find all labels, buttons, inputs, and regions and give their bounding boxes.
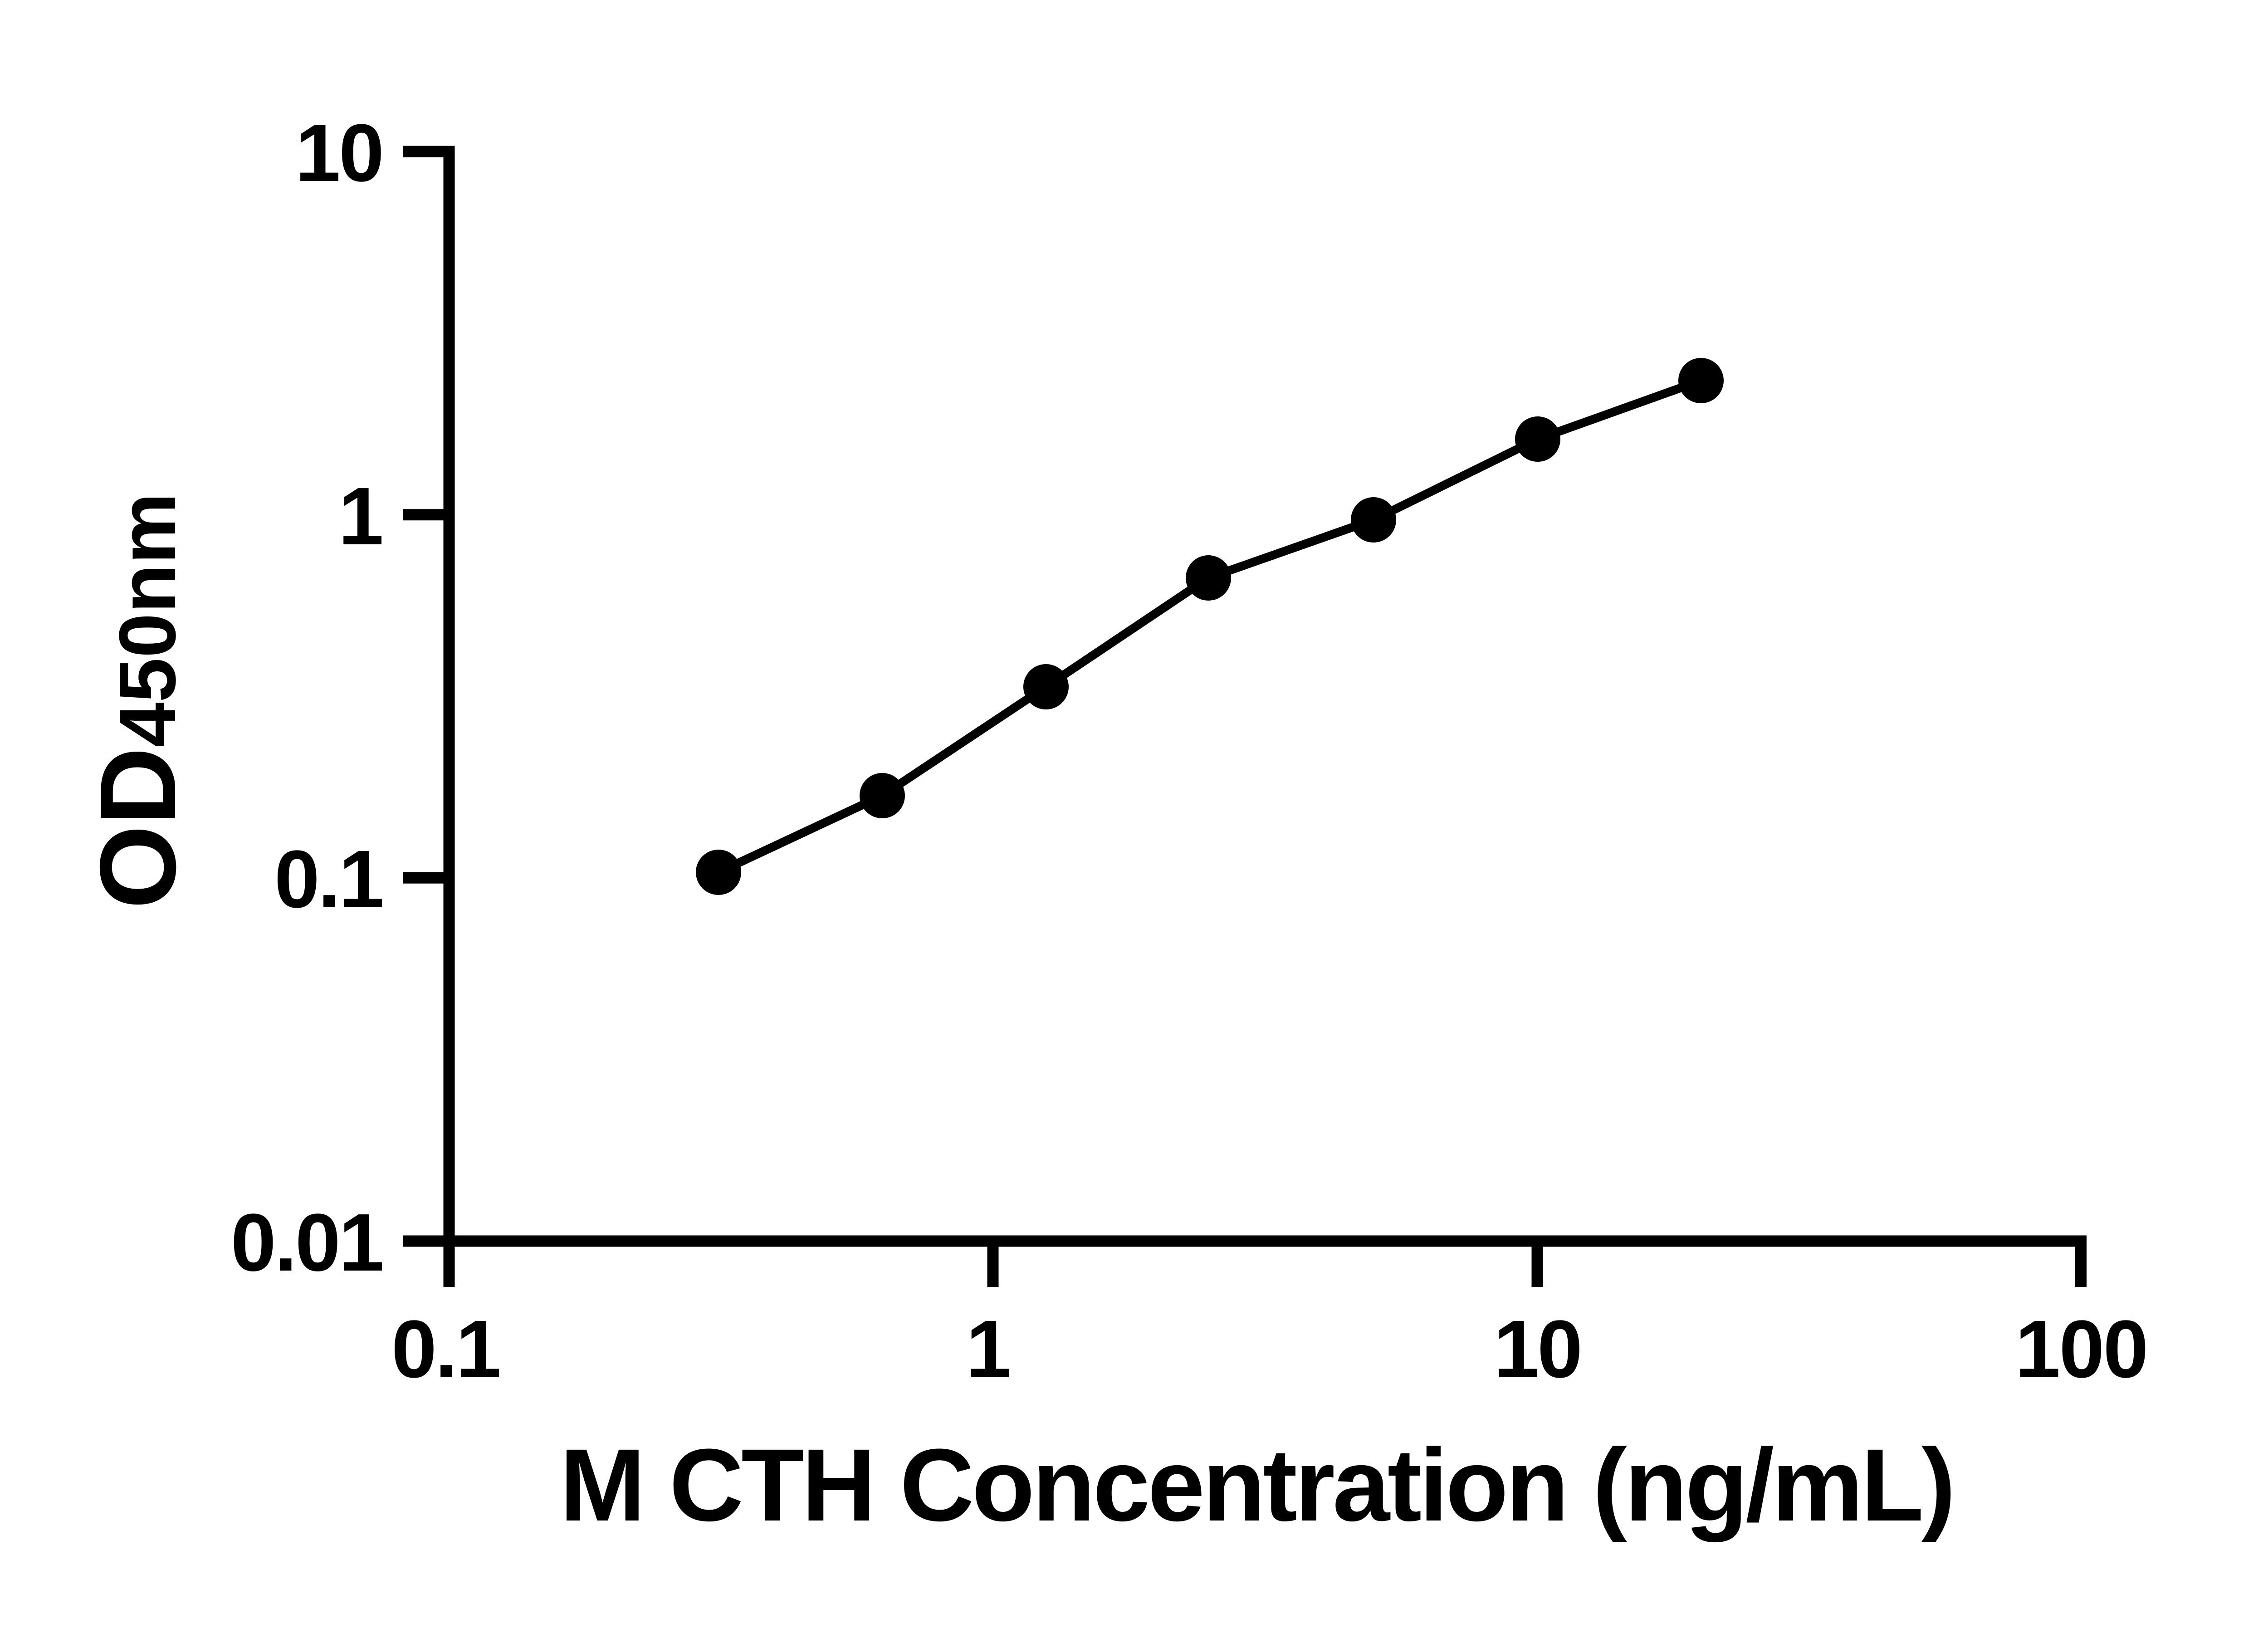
svg-text:M CTH Concentration (ng/mL): M CTH Concentration (ng/mL) [560, 1428, 1953, 1543]
svg-text:10: 10 [1494, 1304, 1581, 1395]
svg-text:1: 1 [966, 1304, 1010, 1395]
svg-text:10: 10 [295, 108, 382, 199]
svg-text:1: 1 [338, 471, 382, 562]
svg-text:0.1: 0.1 [274, 834, 382, 925]
svg-text:0.01: 0.01 [231, 1197, 382, 1288]
svg-text:0.1: 0.1 [391, 1304, 499, 1395]
svg-text:100: 100 [2015, 1304, 2147, 1395]
